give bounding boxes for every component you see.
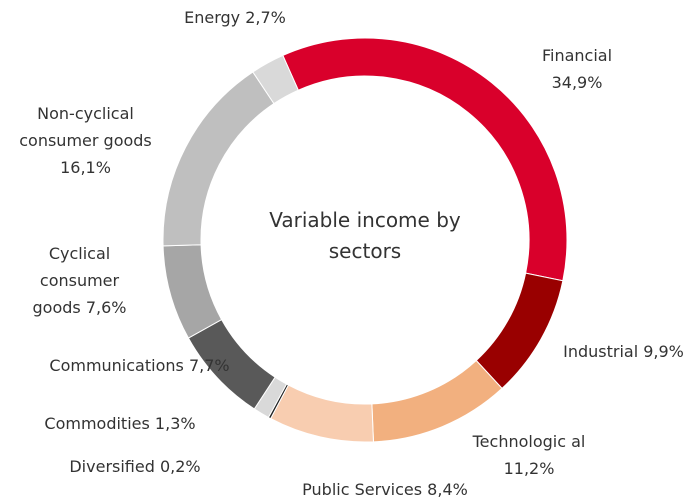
value-label: 7,6% xyxy=(85,298,127,317)
donut-segment xyxy=(475,272,564,390)
value-label: 34,9% xyxy=(551,73,603,92)
category-label: Non-cyclical consumer goods xyxy=(19,104,152,150)
donut-segment xyxy=(162,244,223,339)
slice-label: Cyclical consumer goods 7,6% xyxy=(22,240,137,321)
value-label: 1,3% xyxy=(154,414,196,433)
category-label: Financial xyxy=(541,46,613,65)
slice-label: Public Services 8,4% xyxy=(270,476,500,502)
value-label: 16,1% xyxy=(60,158,111,177)
category-label: Cyclical consumer goods xyxy=(32,244,120,317)
donut-segment xyxy=(252,54,299,105)
value-label: 8,4% xyxy=(427,480,468,499)
value-label: 2,7% xyxy=(245,8,286,27)
value-label: 11,2% xyxy=(503,459,555,478)
slice-label: Commodities 1,3% xyxy=(20,410,220,437)
slice-label: Technologic al 11,2% xyxy=(468,428,590,482)
slice-label: Industrial 9,9% xyxy=(556,338,683,365)
donut-segment xyxy=(269,384,374,443)
value-label: 0,2% xyxy=(159,457,201,476)
slice-label: Financial 34,9% xyxy=(522,42,632,96)
category-label: Commodities xyxy=(44,414,150,433)
chart-title: Variable income by sectors xyxy=(269,208,461,263)
category-label: Public Services xyxy=(302,480,423,499)
category-label: Energy xyxy=(184,8,241,27)
slice-label: Non-cyclical consumer goods 16,1% xyxy=(18,100,153,181)
category-label: Industrial xyxy=(563,342,639,361)
slice-label: Energy 2,7% xyxy=(170,4,300,31)
slice-label: Communications 7,7% xyxy=(22,352,257,379)
value-label: 7,7% xyxy=(188,356,230,375)
slice-label: Diversified 0,2% xyxy=(40,453,230,480)
value-label: 9,9% xyxy=(643,342,683,361)
category-label: Technologic al xyxy=(472,432,586,451)
category-label: Diversified xyxy=(69,457,155,476)
category-label: Communications xyxy=(49,356,184,375)
